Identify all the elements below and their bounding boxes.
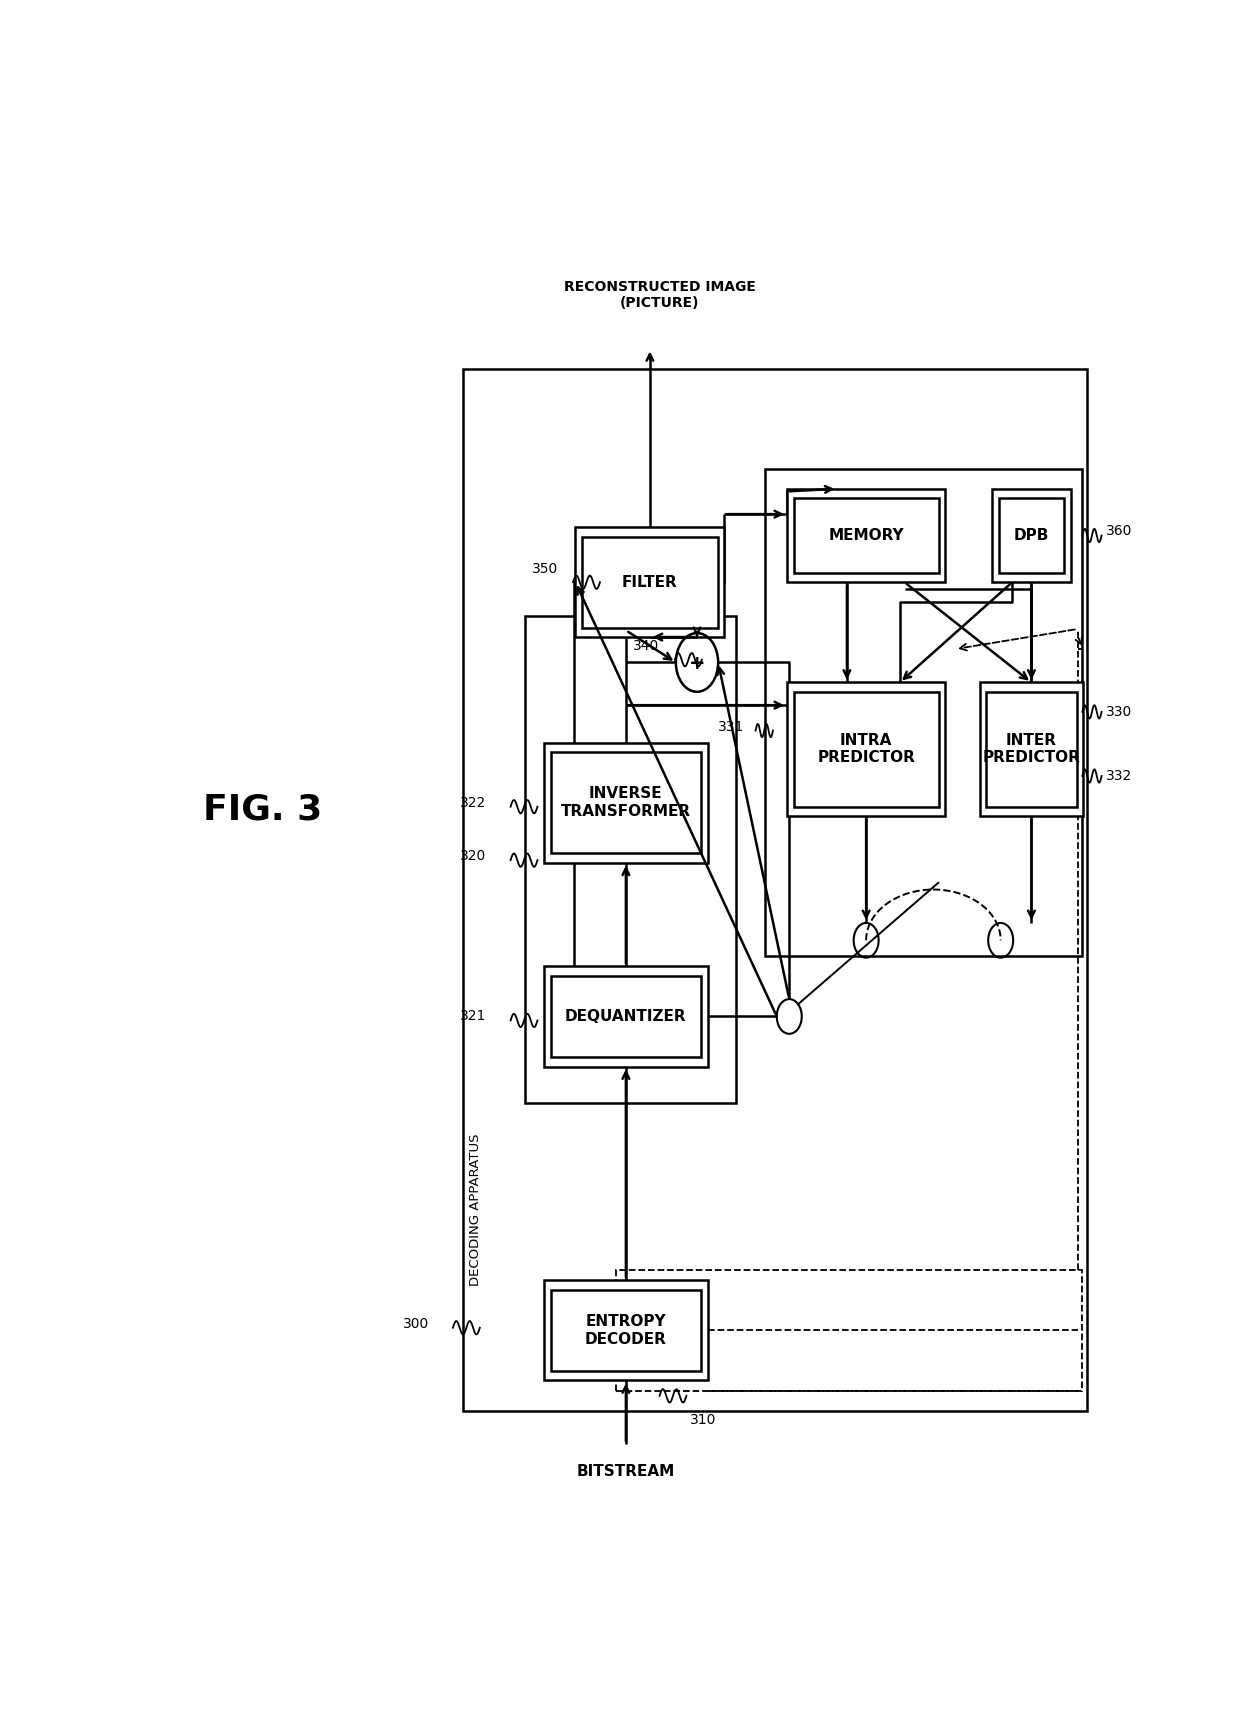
FancyBboxPatch shape — [787, 682, 945, 815]
Text: 310: 310 — [689, 1414, 715, 1428]
Text: BITSTREAM: BITSTREAM — [577, 1464, 675, 1478]
FancyBboxPatch shape — [794, 498, 939, 573]
FancyBboxPatch shape — [575, 527, 724, 637]
Text: 330: 330 — [1106, 704, 1132, 718]
Text: 322: 322 — [460, 796, 486, 810]
FancyBboxPatch shape — [992, 489, 1071, 583]
Text: 321: 321 — [460, 1010, 486, 1024]
FancyBboxPatch shape — [582, 536, 718, 628]
Text: 350: 350 — [532, 562, 558, 576]
FancyBboxPatch shape — [544, 743, 708, 862]
Text: DECODING APPARATUS: DECODING APPARATUS — [469, 1135, 481, 1286]
FancyBboxPatch shape — [794, 692, 939, 807]
FancyBboxPatch shape — [551, 751, 701, 854]
FancyBboxPatch shape — [551, 1289, 701, 1371]
Text: INTRA
PREDICTOR: INTRA PREDICTOR — [817, 734, 915, 765]
Text: 332: 332 — [1106, 769, 1132, 782]
FancyBboxPatch shape — [525, 616, 737, 1103]
Text: INVERSE
TRANSFORMER: INVERSE TRANSFORMER — [560, 786, 691, 819]
FancyBboxPatch shape — [787, 489, 945, 583]
FancyBboxPatch shape — [544, 966, 708, 1067]
Text: MEMORY: MEMORY — [828, 527, 904, 543]
Text: INTER
PREDICTOR: INTER PREDICTOR — [982, 734, 1080, 765]
Text: FIG. 3: FIG. 3 — [203, 793, 322, 826]
FancyBboxPatch shape — [980, 682, 1084, 815]
Text: 340: 340 — [634, 640, 660, 654]
FancyBboxPatch shape — [544, 1280, 708, 1381]
Text: +: + — [688, 654, 706, 673]
Text: 320: 320 — [460, 848, 486, 862]
Text: ENTROPY
DECODER: ENTROPY DECODER — [585, 1313, 667, 1346]
Text: DPB: DPB — [1014, 527, 1049, 543]
FancyBboxPatch shape — [551, 975, 701, 1057]
FancyBboxPatch shape — [986, 692, 1076, 807]
Text: 331: 331 — [718, 720, 744, 734]
Text: DEQUANTIZER: DEQUANTIZER — [565, 1010, 687, 1024]
FancyBboxPatch shape — [765, 468, 1083, 956]
Text: RECONSTRUCTED IMAGE
(PICTURE): RECONSTRUCTED IMAGE (PICTURE) — [564, 279, 755, 311]
FancyBboxPatch shape — [463, 368, 1087, 1411]
Text: FILTER: FILTER — [622, 574, 678, 590]
Text: 300: 300 — [403, 1317, 429, 1331]
Text: 360: 360 — [1106, 524, 1133, 538]
FancyBboxPatch shape — [998, 498, 1064, 573]
